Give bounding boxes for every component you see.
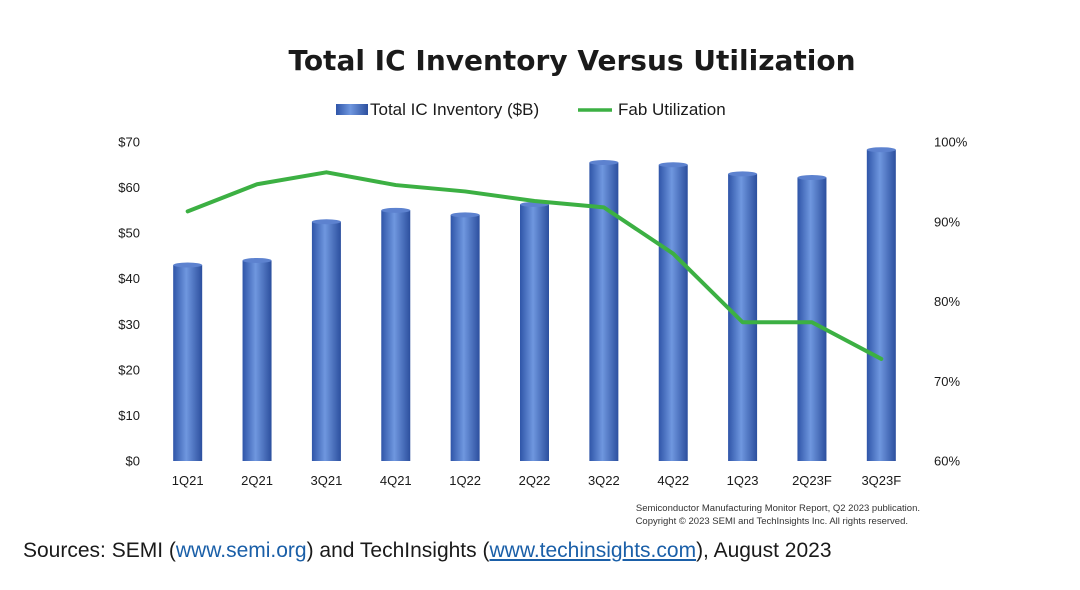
left-tick-label: $10 xyxy=(118,408,140,423)
inventory-bar-cap xyxy=(589,160,619,166)
left-tick-label: $20 xyxy=(118,362,140,377)
right-tick-label: 80% xyxy=(934,294,960,309)
inventory-bar-cap xyxy=(658,162,688,168)
inventory-bar-cap xyxy=(728,171,758,177)
category-label: 4Q22 xyxy=(657,473,689,488)
inventory-bar xyxy=(173,265,203,461)
sources-suffix: ), August 2023 xyxy=(696,539,832,562)
inventory-bar xyxy=(242,260,272,461)
inventory-bar xyxy=(450,214,480,461)
techinsights-link[interactable]: www.techinsights.com xyxy=(489,539,697,562)
category-label: 1Q23 xyxy=(727,473,759,488)
inventory-bar xyxy=(381,210,411,461)
category-label: 1Q22 xyxy=(449,473,481,488)
category-label: 4Q21 xyxy=(380,473,412,488)
inventory-bar xyxy=(866,149,896,462)
fab-utilization-line xyxy=(185,170,884,361)
sources-middle: ) and TechInsights ( xyxy=(306,539,490,562)
sources-prefix: Sources: SEMI ( xyxy=(23,539,176,562)
inventory-bar xyxy=(520,204,549,461)
sources-caption: Sources: SEMI (www.semi.org) and TechIns… xyxy=(23,539,832,563)
inventory-bar xyxy=(311,221,341,461)
legend-bar-swatch xyxy=(336,104,368,115)
legend-bar-label: Total IC Inventory ($B) xyxy=(370,100,539,119)
inventory-bar xyxy=(797,177,827,461)
inventory-bar-cap xyxy=(173,262,203,268)
bar-series xyxy=(173,147,896,462)
inventory-bar-cap xyxy=(381,207,411,213)
left-axis-ticks: $0 $10 $20 $30 $40 $50 $60 $70 xyxy=(118,135,140,469)
category-label: 2Q23F xyxy=(792,473,832,488)
inventory-bar-cap xyxy=(242,257,272,263)
inventory-bar-cap xyxy=(797,175,827,181)
left-tick-label: $0 xyxy=(126,454,140,469)
inventory-bar-cap xyxy=(450,212,480,218)
chart: Total IC Inventory Versus Utilization To… xyxy=(118,44,968,527)
legend: Total IC Inventory ($B) Fab Utilization xyxy=(336,100,726,119)
left-tick-label: $30 xyxy=(118,317,140,332)
category-label: 2Q21 xyxy=(241,473,273,488)
category-label: 3Q22 xyxy=(588,473,620,488)
legend-line-label: Fab Utilization xyxy=(618,100,726,119)
category-label: 3Q23F xyxy=(861,473,901,488)
category-labels: 1Q21 2Q21 3Q21 4Q21 1Q22 2Q22 3Q22 4Q22 1Q23 2Q23… xyxy=(172,473,901,488)
right-tick-label: 100% xyxy=(934,135,968,150)
left-tick-label: $70 xyxy=(118,135,140,150)
footnote-report: Semiconductor Manufacturing Monitor Repo… xyxy=(636,503,920,514)
left-tick-label: $40 xyxy=(118,271,140,286)
category-label: 1Q21 xyxy=(172,473,204,488)
left-tick-label: $60 xyxy=(118,180,140,195)
category-label: 3Q21 xyxy=(311,473,343,488)
semi-link[interactable]: www.semi.org xyxy=(175,539,307,562)
inventory-bar xyxy=(658,164,688,462)
category-label: 2Q22 xyxy=(519,473,551,488)
right-tick-label: 60% xyxy=(934,454,960,469)
inventory-bar-cap xyxy=(866,147,896,153)
right-tick-label: 90% xyxy=(934,214,960,229)
line-series xyxy=(185,170,884,361)
chart-title: Total IC Inventory Versus Utilization xyxy=(288,44,855,77)
right-axis-ticks: 60% 70% 80% 90% 100% xyxy=(934,135,968,469)
inventory-bar-cap xyxy=(311,219,341,225)
right-tick-label: 70% xyxy=(934,374,960,389)
inventory-bar xyxy=(728,173,758,461)
footnote-copyright: Copyright © 2023 SEMI and TechInsights I… xyxy=(636,516,908,527)
left-tick-label: $50 xyxy=(118,226,140,241)
